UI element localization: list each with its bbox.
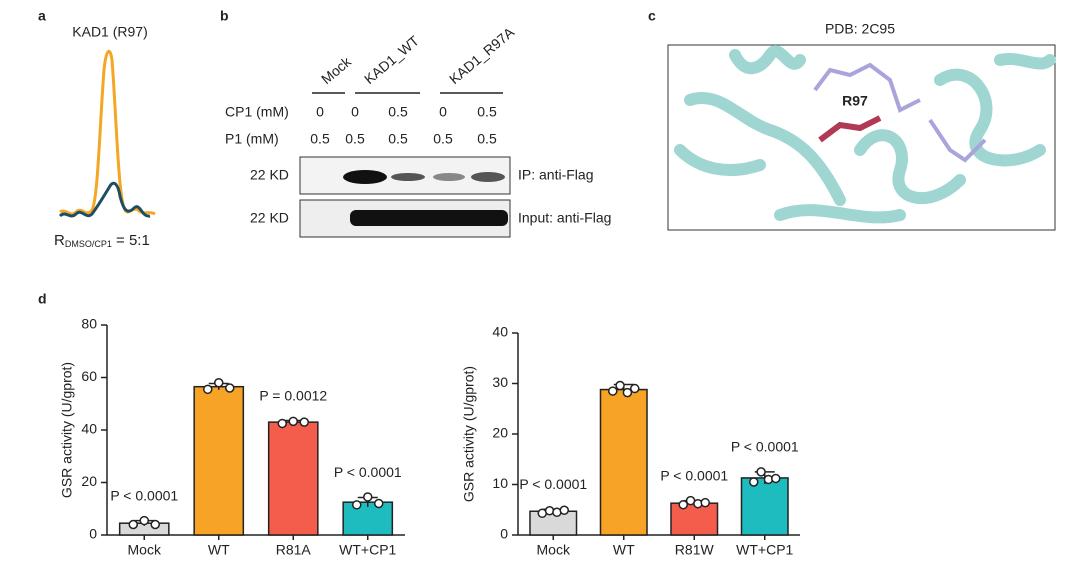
x-tick-label: WT+CP1	[736, 542, 793, 558]
replicate-point	[700, 497, 710, 508]
row-cell: 0.5	[477, 104, 497, 120]
replicate-point	[756, 467, 766, 477]
row-cell: 0.5	[345, 131, 365, 147]
y-tick-label: 40	[81, 421, 97, 437]
y-tick-label: 20	[81, 473, 97, 489]
panel-letter: a	[38, 8, 46, 24]
p-value: P < 0.0001	[660, 467, 728, 483]
row-cell: 0.5	[388, 131, 408, 147]
blot-label: Input: anti-Flag	[518, 210, 611, 226]
replicate-point	[363, 492, 373, 502]
replicate-point	[615, 380, 625, 391]
blot-size: 22 KD	[250, 210, 289, 226]
row-cell: 0.5	[310, 131, 330, 147]
y-tick-label: 0	[500, 526, 508, 542]
replicate-point	[749, 477, 759, 487]
bar	[342, 501, 394, 536]
p-value: P = 0.0012	[259, 387, 327, 403]
p-value: P < 0.0001	[519, 476, 587, 492]
protein-cartoon	[674, 45, 1056, 224]
blot-size: 22 KD	[250, 167, 289, 183]
panel-letter: c	[648, 8, 656, 24]
blot-label: IP: anti-Flag	[518, 167, 593, 183]
bar	[267, 421, 319, 536]
replicate-point	[622, 387, 633, 398]
row-cell: 0.5	[388, 104, 408, 120]
panel-title: PDB: 2C95	[825, 21, 895, 37]
row-label: P1 (mM)	[225, 131, 279, 147]
band	[471, 172, 505, 182]
band	[391, 173, 425, 181]
panel-letter: b	[220, 8, 229, 24]
replicate-point	[128, 519, 138, 530]
p-value: P < 0.0001	[110, 487, 178, 503]
row-cell: 0	[439, 104, 447, 120]
replicate-point	[203, 384, 213, 395]
ratio-value: = 5:1	[112, 232, 150, 249]
replicate-point	[288, 416, 298, 427]
y-tick-label: 80	[81, 316, 97, 332]
band	[343, 170, 387, 184]
x-tick-label: Mock	[537, 542, 571, 558]
y-tick-label: 60	[81, 368, 97, 384]
replicate-point	[608, 386, 618, 396]
replicate-point	[214, 378, 224, 388]
replicate-point	[559, 505, 569, 516]
replicate-point	[771, 473, 781, 484]
bar	[670, 502, 719, 536]
bar	[193, 385, 245, 536]
replicate-point	[139, 515, 149, 526]
band	[433, 173, 465, 181]
group-label: KAD1_WT	[361, 32, 422, 87]
ratio-sub: DMSO/CP1	[65, 239, 112, 249]
row-cell: 0.5	[477, 131, 497, 147]
replicate-point	[225, 383, 235, 393]
replicate-point	[678, 499, 688, 510]
row-label: CP1 (mM)	[225, 104, 289, 120]
ratio-label: RDMSO/CP1 = 5:1	[54, 232, 150, 249]
bar	[740, 477, 789, 536]
x-tick-label: WT+CP1	[339, 542, 396, 558]
structure-frame	[667, 44, 1056, 231]
row-cell: 0	[351, 104, 359, 120]
x-tick-label: WT	[613, 542, 635, 558]
panel-title: KAD1 (R97)	[72, 24, 147, 40]
replicate-point	[630, 383, 640, 394]
x-tick-label: Mock	[128, 542, 162, 558]
p-value: P < 0.0001	[334, 464, 402, 480]
ratio-main: R	[54, 232, 65, 249]
x-tick-label: R81W	[675, 542, 715, 558]
replicate-point	[352, 500, 362, 510]
row-cell: 0.5	[433, 131, 453, 147]
x-tick-label: WT	[208, 542, 230, 558]
trace-cp1	[58, 181, 151, 218]
residue-label: R97	[842, 93, 868, 109]
band	[350, 210, 508, 226]
replicate-point	[277, 418, 287, 429]
replicate-point	[374, 498, 384, 509]
x-tick-label: R81A	[276, 542, 312, 558]
group-label: Mock	[318, 53, 355, 87]
replicate-point	[299, 417, 309, 427]
group-label: KAD1_R97A	[446, 23, 518, 87]
p-value: P < 0.0001	[731, 439, 799, 455]
y-tick-label: 30	[492, 374, 508, 390]
ligand	[813, 62, 987, 163]
y-axis-label: GSR activity (U/gprot)	[461, 366, 477, 502]
y-axis-label: GSR activity (U/gprot)	[59, 362, 75, 498]
residue-sticks	[818, 115, 882, 143]
row-cell: 0	[316, 104, 324, 120]
y-tick-label: 0	[89, 526, 97, 542]
bar	[599, 388, 648, 536]
y-tick-label: 40	[492, 324, 508, 340]
panel-letter: d	[38, 291, 47, 307]
y-tick-label: 20	[492, 425, 508, 441]
y-tick-label: 10	[492, 475, 508, 491]
replicate-point	[150, 519, 160, 530]
